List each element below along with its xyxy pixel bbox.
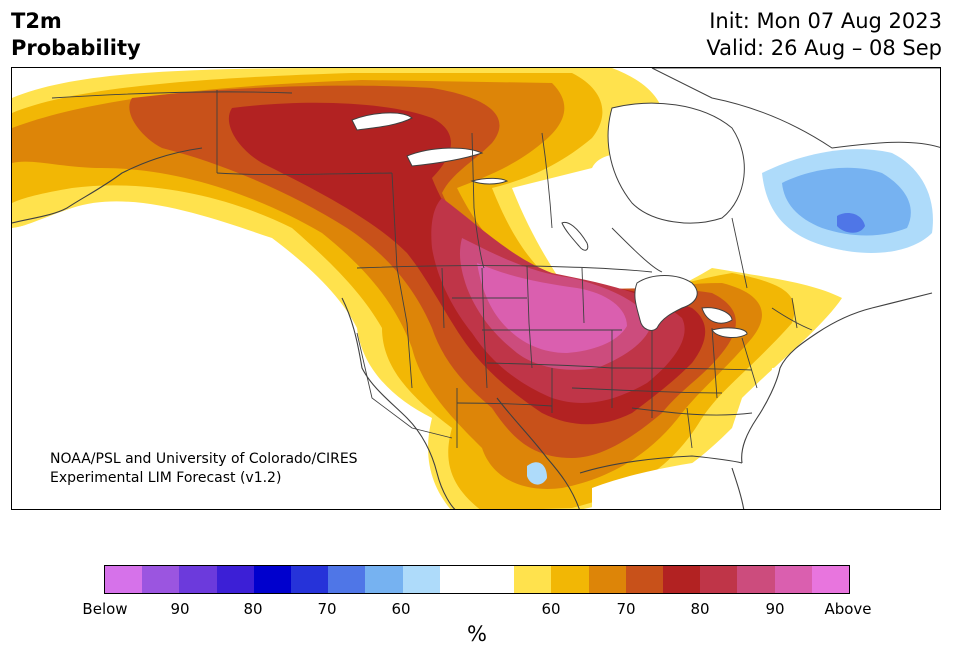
colorbar-unit: % — [467, 622, 487, 646]
colorbar-segment — [588, 566, 626, 593]
colorbar-label-60-warm: 60 — [541, 600, 561, 618]
zone-pink — [477, 263, 627, 353]
lake-winnipeg — [561, 221, 589, 251]
hudson-bay — [607, 102, 745, 224]
colorbar-segment — [253, 566, 292, 593]
colorbar-segment — [737, 566, 775, 593]
colorbar-segment — [365, 566, 403, 593]
map-title: T2m Probability — [11, 8, 141, 62]
colorbar-segment — [291, 566, 329, 593]
colorbar-label-70-cold: 70 — [317, 600, 337, 618]
colorbar-segment — [402, 566, 440, 593]
gulf-of-mexico — [592, 458, 749, 509]
colorbar-label-70-warm: 70 — [616, 600, 636, 618]
colorbar-segment — [142, 566, 180, 593]
great-lakes — [634, 275, 748, 338]
colorbar-label-above: Above — [824, 600, 872, 618]
colorbar-label-80-warm: 80 — [690, 600, 710, 618]
arctic-islands — [651, 68, 940, 149]
pacific-ocean — [12, 216, 442, 509]
colorbar-segment — [216, 566, 254, 593]
colorbar-segment — [663, 566, 701, 593]
credit-line-1: NOAA/PSL and University of Colorado/CIRE… — [50, 451, 358, 467]
forecast-dates: Init: Mon 07 Aug 2023 Valid: 26 Aug – 08… — [706, 8, 942, 62]
colorbar-segment — [105, 566, 143, 593]
colorbar-segment — [439, 566, 515, 593]
colorbar-segment — [328, 566, 366, 593]
valid-range: Valid: 26 Aug – 08 Sep — [706, 36, 942, 60]
credit-line-2: Experimental LIM Forecast (v1.2) — [50, 470, 281, 486]
title-line-2: Probability — [11, 36, 141, 60]
probability-map: NOAA/PSL and University of Colorado/CIRE… — [11, 67, 941, 510]
colorbar-segment — [700, 566, 738, 593]
init-date: Init: Mon 07 Aug 2023 — [709, 9, 942, 33]
colorbar-segment — [551, 566, 589, 593]
colorbar-label-below: Below — [82, 600, 128, 618]
great-bear-lake — [351, 112, 413, 131]
colorbar-segment — [514, 566, 552, 593]
admin-borders — [51, 90, 813, 449]
map-canvas: NOAA/PSL and University of Colorado/CIRE… — [12, 68, 940, 509]
colorbar-segment — [179, 566, 217, 593]
colorbar-label-80-cold: 80 — [243, 600, 263, 618]
probability-colorbar — [104, 565, 850, 594]
colorbar-segment — [774, 566, 812, 593]
lake-athabasca — [470, 177, 509, 185]
title-line-1: T2m — [11, 9, 62, 33]
atlantic-ocean — [738, 299, 940, 509]
great-slave-lake — [406, 147, 484, 167]
colorbar-label-60-cold: 60 — [391, 600, 411, 618]
colorbar-segment — [625, 566, 664, 593]
zone-cool-sw — [527, 462, 547, 485]
colorbar-label-90-cold: 90 — [170, 600, 190, 618]
colorbar-label-90-warm: 90 — [765, 600, 785, 618]
zone-cool-mid — [782, 167, 911, 236]
coastlines — [12, 147, 933, 509]
zone-cool-core — [837, 213, 865, 233]
colorbar-segment — [811, 566, 850, 593]
